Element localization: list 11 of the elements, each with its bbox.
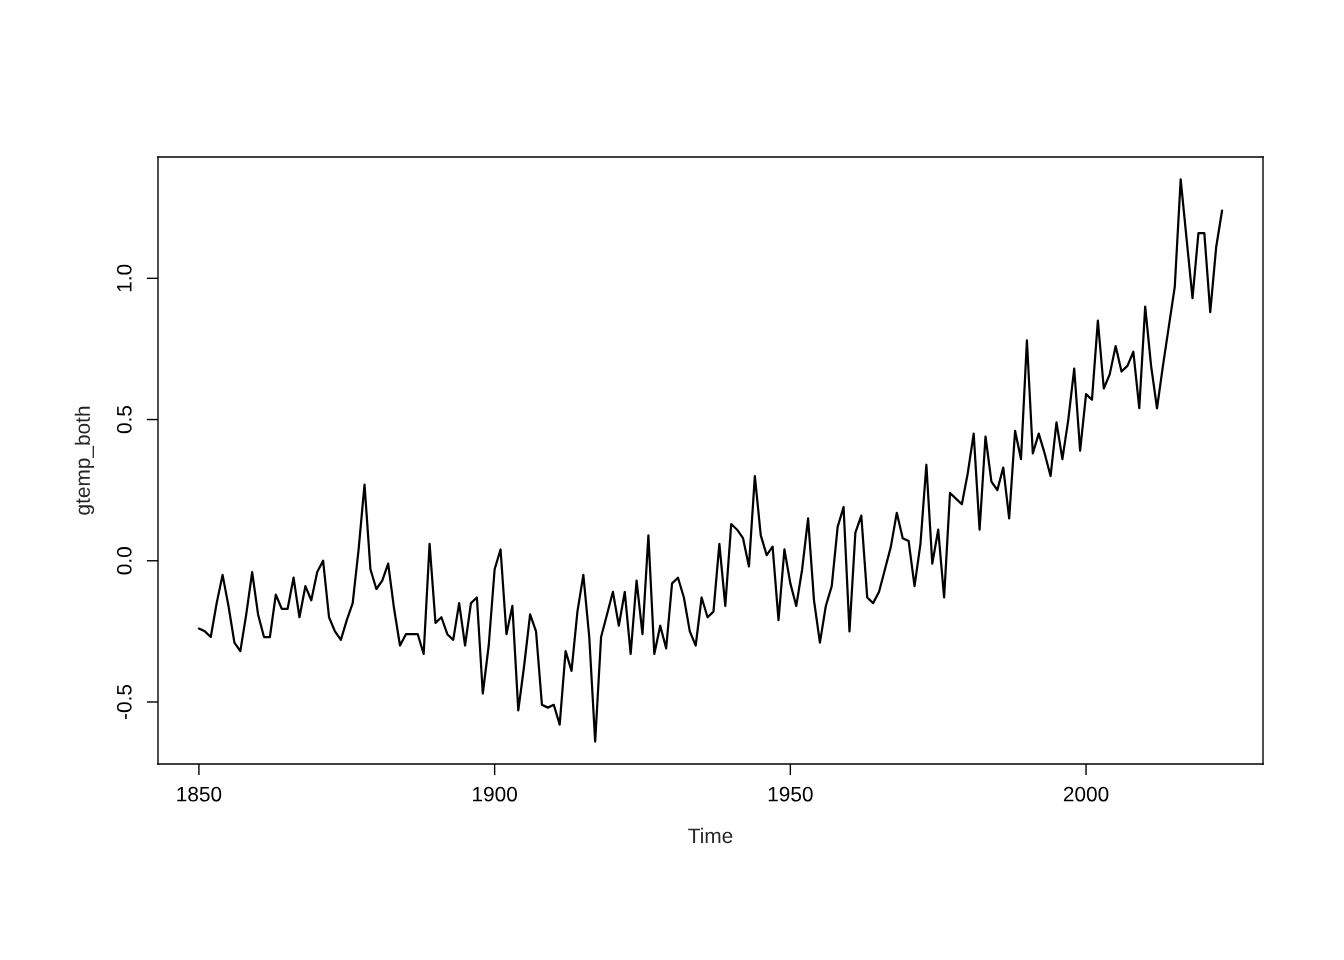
x-tick-label: 1850 (177, 786, 222, 802)
line-series (197, 178, 1224, 743)
x-tick-label: 2000 (1063, 786, 1109, 802)
y-axis-title: gtemp_both (74, 406, 95, 515)
y-tick-label: -0.5 (116, 684, 132, 719)
x-tick-label: 1950 (768, 786, 813, 802)
y-tick-label: 1.0 (116, 264, 132, 292)
y-tick-label: 0.0 (116, 547, 132, 575)
y-tick-label: 0.5 (116, 405, 132, 434)
x-tick-label: 1900 (473, 786, 517, 802)
x-axis-title: Time (688, 827, 733, 844)
